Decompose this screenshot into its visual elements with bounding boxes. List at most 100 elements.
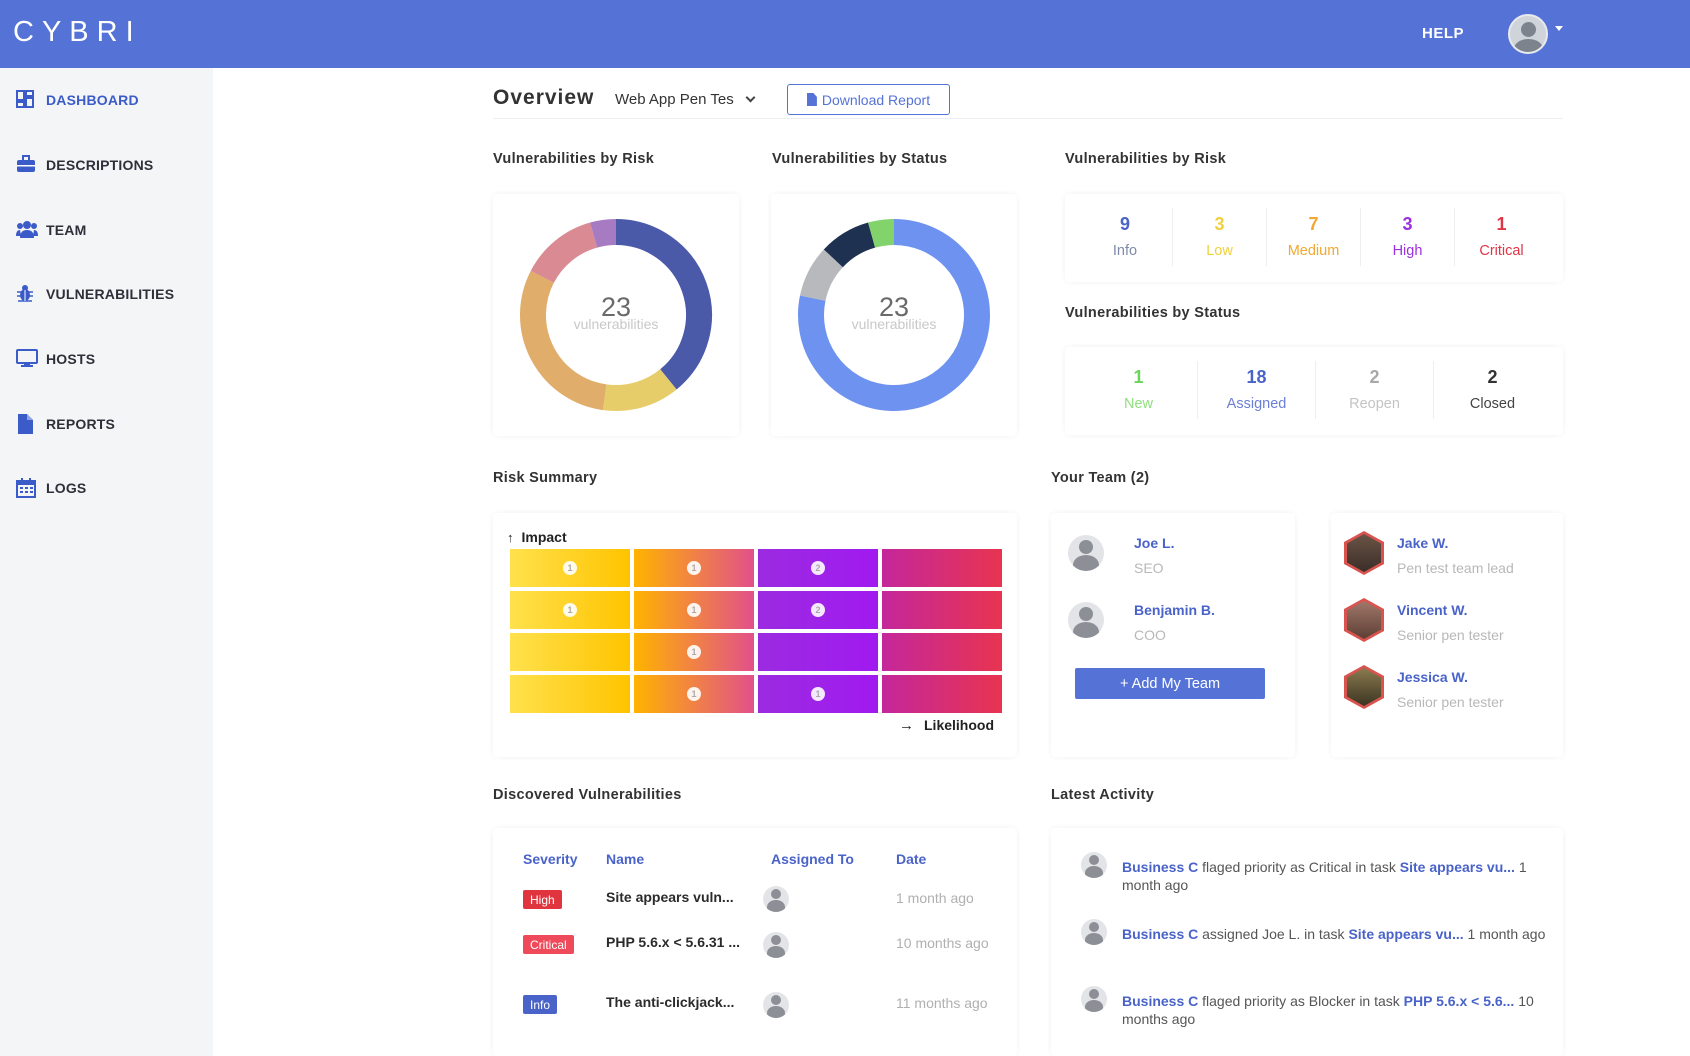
heatmap-cell[interactable]: 1 (634, 549, 754, 587)
divider (1172, 208, 1173, 266)
avatar (763, 932, 789, 958)
status-stat-reopen[interactable]: 2 Reopen (1316, 367, 1433, 412)
divider (1197, 361, 1198, 419)
stat-label: Reopen (1349, 396, 1400, 412)
cybri-logo[interactable]: CYBRI (13, 16, 142, 48)
download-report-button[interactable]: Download Report (787, 84, 950, 115)
vuln-name[interactable]: Site appears vuln... (606, 889, 734, 905)
col-name[interactable]: Name (606, 851, 645, 867)
vuln-name[interactable]: The anti-clickjack... (606, 994, 735, 1010)
activity-task[interactable]: PHP 5.6.x < 5.6... (1403, 993, 1515, 1009)
heatmap-cell[interactable]: 2 (758, 591, 878, 629)
sidebar-item-vulnerabilities[interactable]: VULNERABILITIES (16, 282, 174, 306)
activity-task[interactable]: Site appears vu... (1348, 926, 1464, 942)
sidebar-item-label: LOGS (46, 480, 87, 496)
risk-stat-low[interactable]: 3 Low (1173, 214, 1266, 259)
heatmap-cell[interactable] (882, 675, 1002, 713)
heatmap-count: 1 (687, 561, 701, 575)
risk-stat-medium[interactable]: 7 Medium (1267, 214, 1360, 259)
donut-slice-new[interactable] (868, 219, 895, 248)
sidebar-item-reports[interactable]: REPORTS (16, 412, 115, 436)
col-date[interactable]: Date (896, 851, 927, 867)
heatmap-cell[interactable]: 1 (634, 633, 754, 671)
heatmap-cell[interactable] (510, 633, 630, 671)
likelihood-axis: → Likelihood (899, 717, 994, 734)
status-stat-new[interactable]: 1 New (1080, 367, 1197, 412)
sidebar-item-label: HOSTS (46, 351, 96, 367)
donut-slice-info[interactable] (615, 219, 712, 390)
col-severity[interactable]: Severity (523, 851, 578, 867)
heatmap-count: 1 (687, 687, 701, 701)
activity-actor[interactable]: Business C (1122, 993, 1199, 1009)
heatmap-cell[interactable]: 1 (634, 591, 754, 629)
sidebar-item-team[interactable]: TEAM (16, 218, 86, 242)
sidebar-item-label: VULNERABILITIES (46, 286, 175, 302)
caret-down-icon[interactable] (1555, 26, 1563, 31)
divider (1454, 208, 1455, 266)
divider (1266, 208, 1267, 266)
help-link[interactable]: HELP (1422, 25, 1465, 42)
status-donut-title: Vulnerabilities by Status (772, 151, 948, 167)
heatmap-cell[interactable]: 1 (634, 675, 754, 713)
activity-item: Business C flaged priority as Critical i… (1122, 858, 1562, 894)
avatar (1344, 531, 1384, 575)
donut-slice-reopen[interactable] (800, 249, 844, 302)
heatmap-cell[interactable]: 1 (510, 549, 630, 587)
sidebar-item-descriptions[interactable]: DESCRIPTIONS (16, 153, 153, 177)
activity-actor[interactable]: Business C (1122, 859, 1199, 875)
impact-label: Impact (521, 529, 567, 545)
heatmap-cell[interactable] (882, 591, 1002, 629)
status-stats-title: Vulnerabilities by Status (1065, 305, 1241, 321)
activity-task[interactable]: Site appears vu... (1399, 859, 1515, 875)
donut-slice-critical[interactable] (530, 222, 598, 284)
briefcase-icon (16, 155, 36, 175)
risk-stat-critical[interactable]: 1 Critical (1455, 214, 1548, 259)
status-stat-closed[interactable]: 2 Closed (1434, 367, 1551, 412)
heatmap-count: 1 (811, 687, 825, 701)
donut-slice-high[interactable] (590, 219, 617, 248)
sidebar-item-label: DESCRIPTIONS (46, 157, 154, 173)
add-my-team-button[interactable]: + Add My Team (1075, 668, 1265, 699)
chevron-down-icon (745, 92, 756, 103)
stat-label: Closed (1469, 396, 1516, 412)
monitor-icon (16, 349, 38, 369)
activity-actor[interactable]: Business C (1122, 926, 1199, 942)
activity-time: 1 month ago (1122, 859, 1527, 893)
risk-stat-info[interactable]: 9 Info (1078, 214, 1172, 259)
heatmap-cell[interactable] (882, 549, 1002, 587)
stat-label: Assigned (1226, 396, 1287, 412)
bug-icon (16, 284, 36, 304)
stat-label: Critical (1479, 243, 1524, 259)
risk-stat-high[interactable]: 3 High (1361, 214, 1454, 259)
divider (1360, 208, 1361, 266)
heatmap-cell[interactable] (510, 675, 630, 713)
heatmap-count: 1 (563, 603, 577, 617)
member-role: SEO (1134, 560, 1164, 576)
stat-value: 9 (1119, 214, 1130, 234)
heatmap-cell[interactable] (758, 633, 878, 671)
status-stat-assigned[interactable]: 18 Assigned (1198, 367, 1315, 412)
severity-badge: High (523, 890, 562, 909)
sidebar-item-dashboard[interactable]: DASHBOARD (16, 88, 139, 112)
stat-value: 3 (1214, 214, 1225, 234)
heatmap-cell[interactable]: 2 (758, 549, 878, 587)
donut-caption: vulnerabilities (573, 316, 659, 332)
scan-select[interactable]: Web App Pen Tes (611, 85, 758, 113)
vuln-name[interactable]: PHP 5.6.x < 5.6.31 ... (606, 934, 740, 950)
heatmap-cell[interactable] (882, 633, 1002, 671)
user-avatar[interactable] (1508, 14, 1548, 54)
heatmap-cell[interactable]: 1 (510, 591, 630, 629)
col-assigned[interactable]: Assigned To (771, 851, 854, 867)
sidebar-item-logs[interactable]: LOGS (16, 476, 86, 500)
donut-slice-assigned[interactable] (798, 219, 990, 411)
avatar (1081, 852, 1107, 878)
severity-badge: Critical (523, 935, 574, 954)
vulns-title: Discovered Vulnerabilities (493, 787, 682, 803)
donut-slice-low[interactable] (602, 368, 677, 411)
file-icon (16, 414, 36, 434)
risk-stats-card: 9 Info 3 Low 7 Medium 3 High 1 Critical (1065, 194, 1563, 282)
donut-slice-closed[interactable] (823, 222, 876, 268)
sidebar-item-hosts[interactable]: HOSTS (16, 347, 95, 371)
donut-slice-medium[interactable] (520, 270, 607, 411)
heatmap-cell[interactable]: 1 (758, 675, 878, 713)
